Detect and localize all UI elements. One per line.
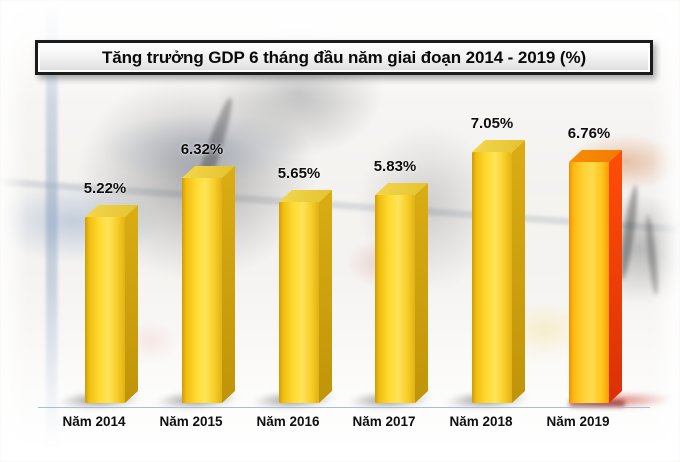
x-axis-label: Năm 2016 <box>256 414 320 429</box>
chart-title: Tăng trưởng GDP 6 tháng đầu năm giai đoạ… <box>101 47 587 67</box>
bar-side-face <box>609 150 622 403</box>
bar-value-label: 5.65% <box>277 165 321 182</box>
x-axis-line <box>38 407 650 408</box>
bar-shadow <box>569 400 625 407</box>
bar-side-face <box>319 190 332 403</box>
bar-front-face <box>569 162 609 403</box>
bar-side-face <box>222 166 235 403</box>
bar-front-face <box>279 202 319 403</box>
bar-top-face <box>569 150 622 162</box>
bar-top-face <box>472 140 525 152</box>
bar-value-label: 6.76% <box>567 125 611 142</box>
x-axis-label: Năm 2015 <box>159 414 223 429</box>
x-axis-label: Năm 2014 <box>62 414 126 429</box>
bar-top-face <box>279 190 332 202</box>
x-axis-label: Năm 2019 <box>546 414 610 429</box>
bar-side-face <box>512 140 525 403</box>
bar-value-label: 6.32% <box>180 141 224 158</box>
x-axis-label: Năm 2017 <box>352 414 416 429</box>
chart-title-box: Tăng trưởng GDP 6 tháng đầu năm giai đoạ… <box>35 40 653 75</box>
bar-side-face <box>125 205 138 403</box>
bar-value-label: 7.05% <box>470 115 514 132</box>
bar-front-face <box>182 178 222 403</box>
bar-front-face <box>375 195 415 403</box>
bar-top-face <box>375 183 428 195</box>
bar-front-face <box>472 152 512 403</box>
bar-value-label: 5.83% <box>373 158 417 175</box>
bar-top-face <box>85 205 138 217</box>
bar-front-face <box>85 217 125 403</box>
bar-side-face <box>415 183 428 403</box>
bar-value-label: 5.22% <box>83 180 127 197</box>
bar-top-face <box>182 166 235 178</box>
x-axis-label: Năm 2018 <box>449 414 513 429</box>
